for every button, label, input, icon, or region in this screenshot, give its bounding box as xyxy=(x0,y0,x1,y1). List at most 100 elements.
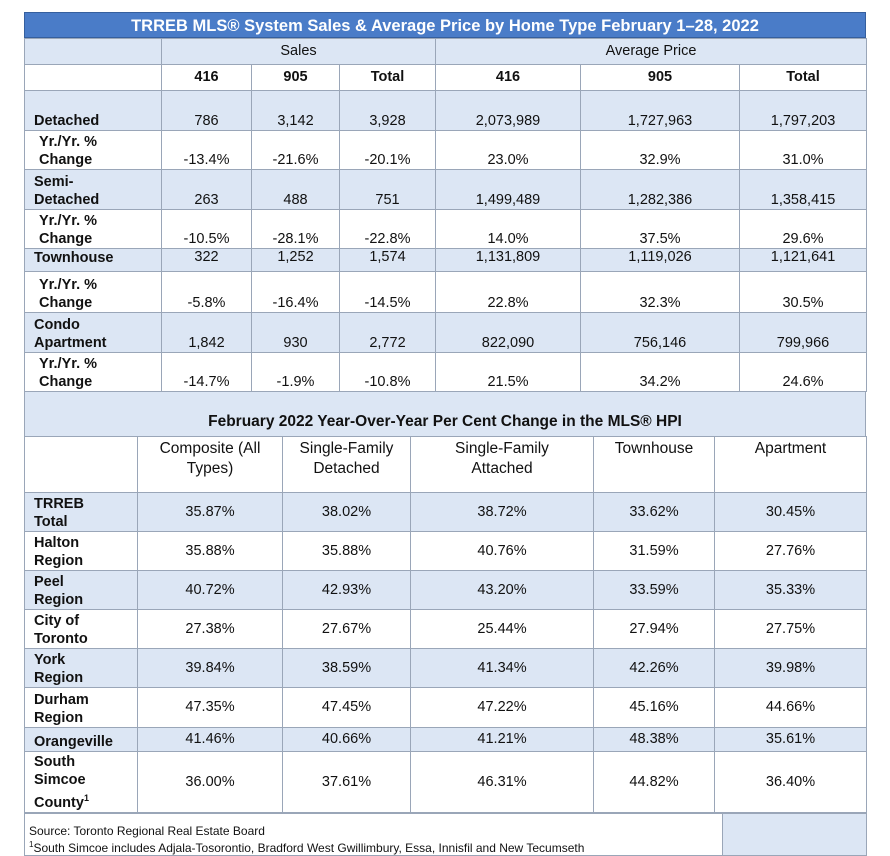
data-cell: 38.72% xyxy=(410,492,594,532)
data-cell: 46.31% xyxy=(410,751,594,813)
data-cell: 27.76% xyxy=(714,531,867,571)
table-row: Townhouse 322 1,252 1,574 1,131,809 1,119,026… xyxy=(24,248,868,272)
data-cell: 30.5% xyxy=(738,271,868,313)
table-row: TRREB Total 35.87% 38.02% 38.72% 33.62% 30.45% xyxy=(24,492,867,532)
row-label: Detached xyxy=(24,90,162,131)
data-cell: -13.4% xyxy=(161,130,252,170)
data-cell: 2,772 xyxy=(339,312,436,353)
data-cell: 34.2% xyxy=(580,352,740,392)
table-row: Yr./Yr. % Change -13.4% -21.6% -20.1% 23.0% 32… xyxy=(24,130,868,170)
data-cell: 30.45% xyxy=(714,492,867,532)
data-cell: 488 xyxy=(251,169,340,210)
data-cell: 3,142 xyxy=(251,90,340,131)
data-cell: 799,966 xyxy=(738,312,868,353)
data-cell: 40.76% xyxy=(410,531,594,571)
data-cell: 27.94% xyxy=(593,609,715,649)
data-cell: 48.38% xyxy=(593,727,715,752)
table-row: Durham Region 47.35% 47.45% 47.22% 45.16% 44.6… xyxy=(24,687,867,728)
data-cell: 1,358,415 xyxy=(738,169,868,210)
data-cell: -14.7% xyxy=(161,352,252,392)
data-cell: 41.21% xyxy=(410,727,594,752)
column-header: 416 xyxy=(161,64,252,91)
data-cell: 33.62% xyxy=(593,492,715,532)
table-row: Yr./Yr. % Change -10.5% -28.1% -22.8% 14.0% 37… xyxy=(24,209,868,249)
row-label: Yr./Yr. % Change xyxy=(24,352,162,392)
data-cell: 39.84% xyxy=(137,648,283,688)
column-header: 905 xyxy=(251,64,340,91)
data-cell: -1.9% xyxy=(251,352,340,392)
sales-group-header: Sales xyxy=(161,38,436,65)
data-cell: 1,131,809 xyxy=(435,248,581,272)
column-header: Total xyxy=(738,64,868,91)
data-cell: -14.5% xyxy=(339,271,436,313)
simcoe-note: 1South Simcoe includes Adjala-Tosorontio… xyxy=(29,840,585,855)
row-label: Yr./Yr. % Change xyxy=(24,209,162,249)
avg-price-group-header: Average Price xyxy=(434,38,868,65)
data-cell: 3,928 xyxy=(339,90,436,131)
hpi-column-header: Single-Family Detached xyxy=(282,436,411,493)
data-cell: 23.0% xyxy=(435,130,581,170)
data-cell: 39.98% xyxy=(714,648,867,688)
data-cell: 751 xyxy=(339,169,436,210)
data-cell: -22.8% xyxy=(339,209,436,249)
data-cell: -16.4% xyxy=(251,271,340,313)
data-cell: 1,797,203 xyxy=(738,90,868,131)
region-label: South Simcoe County1 xyxy=(24,751,138,813)
region-label: Peel Region xyxy=(24,570,138,610)
data-cell: 21.5% xyxy=(435,352,581,392)
data-cell: 32.3% xyxy=(580,271,740,313)
hpi-column-header: Apartment xyxy=(714,436,867,493)
report-frame: TRREB MLS® System Sales & Average Price … xyxy=(24,12,868,856)
data-cell: 1,252 xyxy=(251,248,340,272)
data-cell: 35.87% xyxy=(137,492,283,532)
blank-corner xyxy=(24,38,162,65)
region-label: TRREB Total xyxy=(24,492,138,532)
footnotes: Source: Toronto Regional Real Estate Boa… xyxy=(24,813,723,856)
data-cell: 1,121,641 xyxy=(738,248,868,272)
data-cell: 756,146 xyxy=(580,312,740,353)
row-label: Townhouse xyxy=(24,248,162,272)
region-label: Durham Region xyxy=(24,687,138,728)
row-label: Semi- Detached xyxy=(24,169,162,210)
data-cell: 36.00% xyxy=(137,751,283,813)
source-note: Source: Toronto Regional Real Estate Boa… xyxy=(29,824,265,838)
data-cell: 822,090 xyxy=(435,312,581,353)
data-cell: 27.75% xyxy=(714,609,867,649)
table-row: Detached 786 3,142 3,928 2,073,989 1,727,963 1… xyxy=(24,90,868,131)
data-cell: 263 xyxy=(161,169,252,210)
data-cell: 1,282,386 xyxy=(580,169,740,210)
column-header: 416 xyxy=(435,64,581,91)
data-cell: 2,073,989 xyxy=(435,90,581,131)
row-label: Yr./Yr. % Change xyxy=(24,271,162,313)
table-row: Yr./Yr. % Change -14.7% -1.9% -10.8% 21.5% 34.… xyxy=(24,352,868,392)
data-cell: -10.5% xyxy=(161,209,252,249)
table-row: Semi- Detached 263 488 751 1,499,489 1,282,386… xyxy=(24,169,868,210)
data-cell: 930 xyxy=(251,312,340,353)
sales-table-title: TRREB MLS® System Sales & Average Price … xyxy=(24,12,866,38)
data-cell: 1,842 xyxy=(161,312,252,353)
table-row: City of Toronto 27.38% 27.67% 25.44% 27.94% 27… xyxy=(24,609,867,649)
hpi-column-header: Composite (All Types) xyxy=(137,436,283,493)
data-cell: 1,119,026 xyxy=(580,248,740,272)
region-label: City of Toronto xyxy=(24,609,138,649)
table-row: Yr./Yr. % Change -5.8% -16.4% -14.5% 22.8% 32.… xyxy=(24,271,868,313)
table-row: South Simcoe County1 36.00% 37.61% 46.31% 44.8… xyxy=(24,751,867,813)
data-cell: 38.02% xyxy=(282,492,411,532)
data-cell: 41.46% xyxy=(137,727,283,752)
data-cell: 38.59% xyxy=(282,648,411,688)
table-row: Condo Apartment 1,842 930 2,772 822,090 756,14… xyxy=(24,312,868,353)
hpi-column-header: Townhouse xyxy=(593,436,715,493)
data-cell: 43.20% xyxy=(410,570,594,610)
data-cell: 27.67% xyxy=(282,609,411,649)
data-cell: 14.0% xyxy=(435,209,581,249)
data-cell: 32.9% xyxy=(580,130,740,170)
data-cell: 31.59% xyxy=(593,531,715,571)
data-cell: 31.0% xyxy=(738,130,868,170)
data-cell: 1,499,489 xyxy=(435,169,581,210)
data-cell: 37.61% xyxy=(282,751,411,813)
blank-corner xyxy=(24,64,162,91)
data-cell: 1,574 xyxy=(339,248,436,272)
data-cell: -28.1% xyxy=(251,209,340,249)
data-cell: 47.45% xyxy=(282,687,411,728)
data-cell: 40.72% xyxy=(137,570,283,610)
